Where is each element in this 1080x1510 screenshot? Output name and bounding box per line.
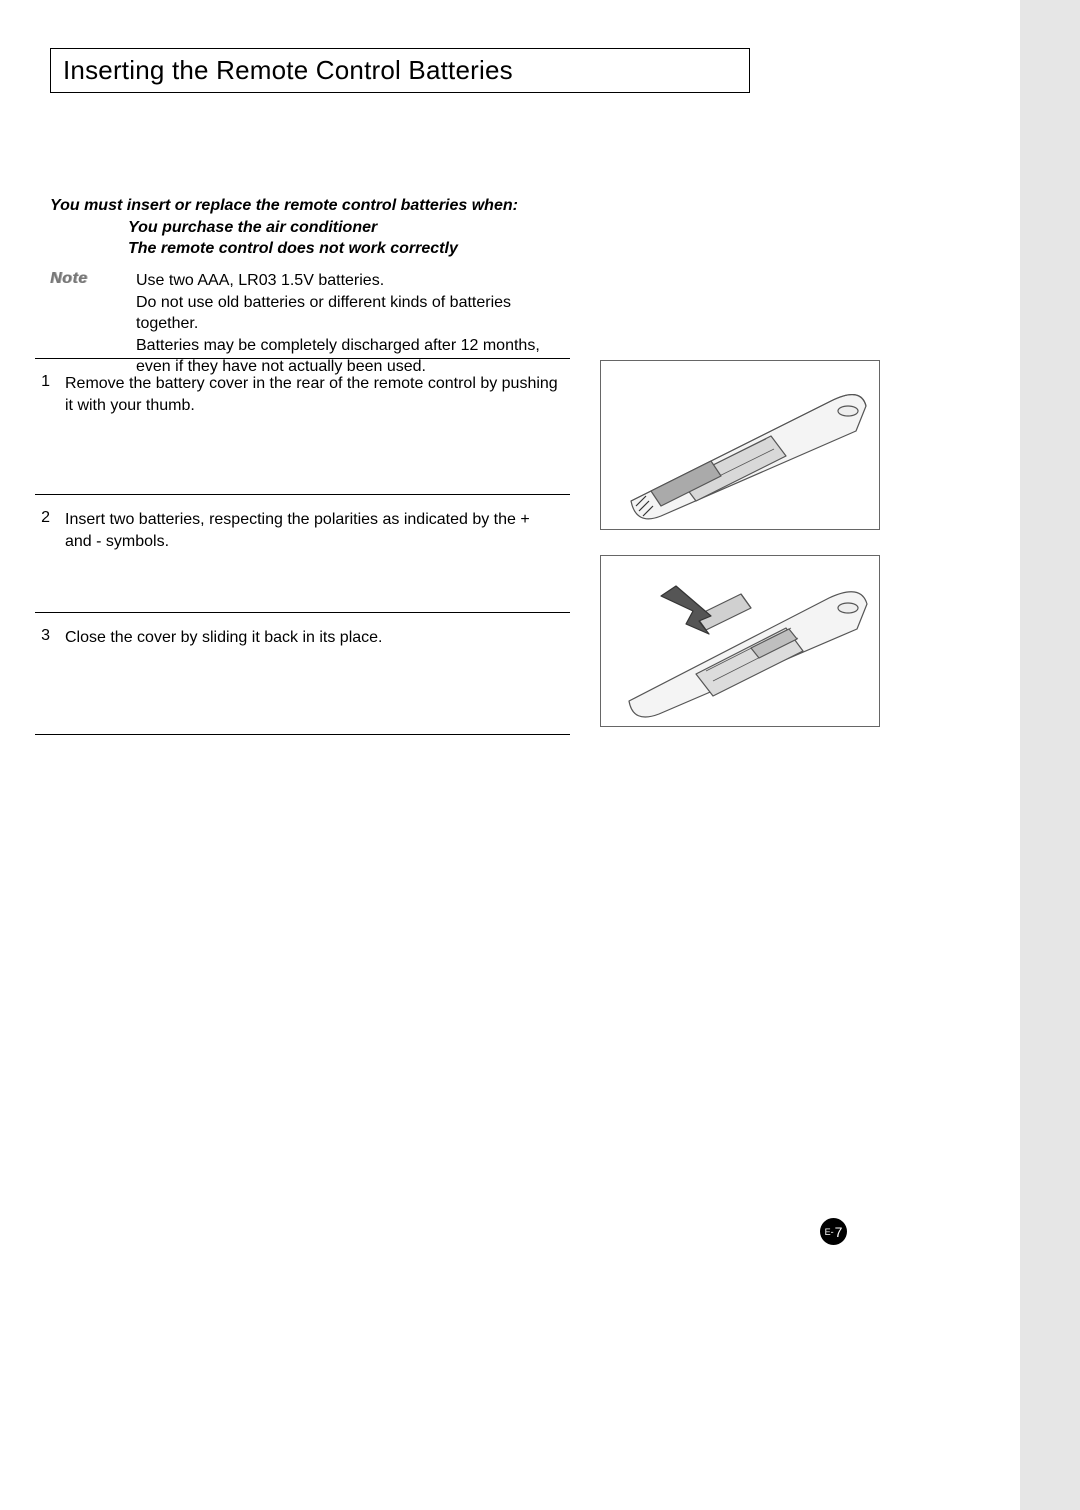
step-number: 2 [35,509,60,552]
step-text: Insert two batteries, respecting the pol… [60,509,570,552]
step-number: 1 [35,373,60,416]
intro-block: You must insert or replace the remote co… [50,195,570,260]
step-row: 2 Insert two batteries, respecting the p… [35,494,570,612]
section-title-box: Inserting the Remote Control Batteries [50,48,750,93]
illustration-insert-batteries [600,555,880,727]
illustration-remove-cover [600,360,880,530]
page-number-prefix: E- [825,1227,834,1237]
page-number: 7 [835,1224,843,1240]
step-text: Remove the battery cover in the rear of … [60,373,570,416]
manual-page: Inserting the Remote Control Batteries Y… [0,0,1020,1510]
intro-sub2: The remote control does not work correct… [50,238,570,260]
intro-line1: You must insert or replace the remote co… [50,195,570,217]
note-line2: Do not use old batteries or different ki… [136,292,570,335]
note-line1: Use two AAA, LR03 1.5V batteries. [136,270,570,292]
step-row: 3 Close the cover by sliding it back in … [35,612,570,735]
step-row: 1 Remove the battery cover in the rear o… [35,358,570,494]
intro-sub1: You purchase the air conditioner [50,217,570,239]
step-number: 3 [35,627,60,649]
section-title: Inserting the Remote Control Batteries [63,55,513,86]
steps-list: 1 Remove the battery cover in the rear o… [35,358,570,735]
page-number-badge: E-7 [820,1218,847,1245]
step-text: Close the cover by sliding it back in it… [60,627,570,649]
